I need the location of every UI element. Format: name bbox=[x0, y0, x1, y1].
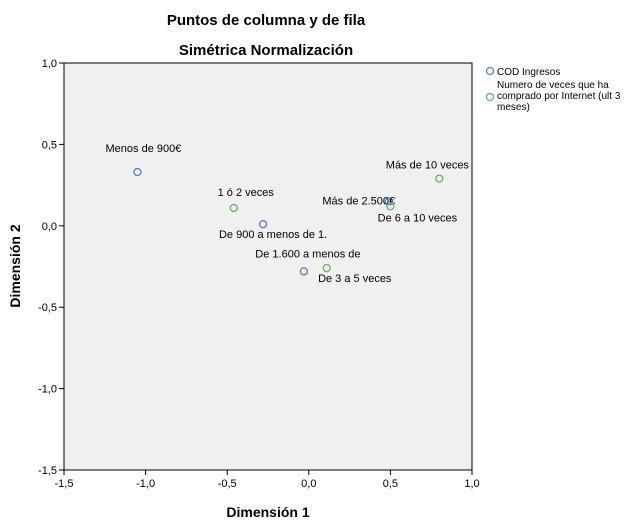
chart-title: Puntos de columna y de fila bbox=[167, 12, 366, 29]
x-axis-title: Dimensión 1 bbox=[226, 504, 309, 520]
chart-subtitle: Simétrica Normalización bbox=[179, 42, 353, 59]
y-tick-label: -1,5 bbox=[38, 465, 57, 477]
x-tick-label: -1,5 bbox=[55, 478, 74, 490]
plot-area bbox=[63, 62, 473, 471]
point-label: Más de 2.500€ bbox=[322, 195, 395, 207]
legend-marker bbox=[485, 66, 495, 76]
x-tick-label: 0,0 bbox=[301, 478, 316, 490]
data-point bbox=[299, 267, 309, 276]
data-point bbox=[322, 263, 331, 273]
data-point bbox=[386, 202, 395, 211]
y-tick-label: -1,0 bbox=[38, 384, 57, 396]
data-point bbox=[258, 220, 268, 229]
point-label: Menos de 900€ bbox=[106, 143, 182, 155]
data-point bbox=[229, 203, 238, 213]
axes-layer: -1,5 -1,0 -0,5 0,0 0,5 1,0 -1,5 -1,0 -0,5 0,0 0,5 1… bbox=[38, 58, 480, 490]
point-label: De 3 a 5 veces bbox=[318, 273, 392, 285]
legend-label: Numero de veces que ha comprado por Inter… bbox=[497, 80, 621, 113]
legend-marker bbox=[485, 92, 495, 102]
point-label: De 6 a 10 veces bbox=[378, 212, 458, 224]
x-tick-label: -1,0 bbox=[136, 478, 155, 490]
x-tick-label: 1,0 bbox=[464, 478, 479, 490]
data-point bbox=[133, 167, 142, 177]
y-tick-label: 0,0 bbox=[42, 221, 57, 233]
y-tick-label: 1,0 bbox=[42, 58, 57, 70]
legend-label: COD Ingresos bbox=[497, 67, 560, 78]
legend-item: COD Ingresos bbox=[485, 66, 560, 78]
point-label: Más de 10 veces bbox=[386, 160, 470, 172]
legend: COD Ingresos Numero de veces que ha compra… bbox=[485, 66, 621, 113]
y-tick-label: -0,5 bbox=[38, 302, 57, 314]
x-tick-label: 0,5 bbox=[383, 478, 398, 490]
x-tick-label: -0,5 bbox=[218, 478, 237, 490]
point-label: 1 ó 2 veces bbox=[218, 187, 275, 199]
point-label: De 1.600 a menos de bbox=[255, 248, 360, 260]
legend-item: Numero de veces que ha comprado por Inter… bbox=[485, 80, 621, 113]
data-point bbox=[384, 197, 393, 206]
y-tick-label: 0,5 bbox=[42, 139, 57, 151]
data-point bbox=[435, 174, 444, 183]
points-layer: Menos de 900€ De 900 a menos de 1. De 1.60… bbox=[106, 143, 470, 285]
y-axis-title: Dimensión 2 bbox=[7, 224, 23, 307]
point-label: De 900 a menos de 1. bbox=[219, 229, 327, 241]
